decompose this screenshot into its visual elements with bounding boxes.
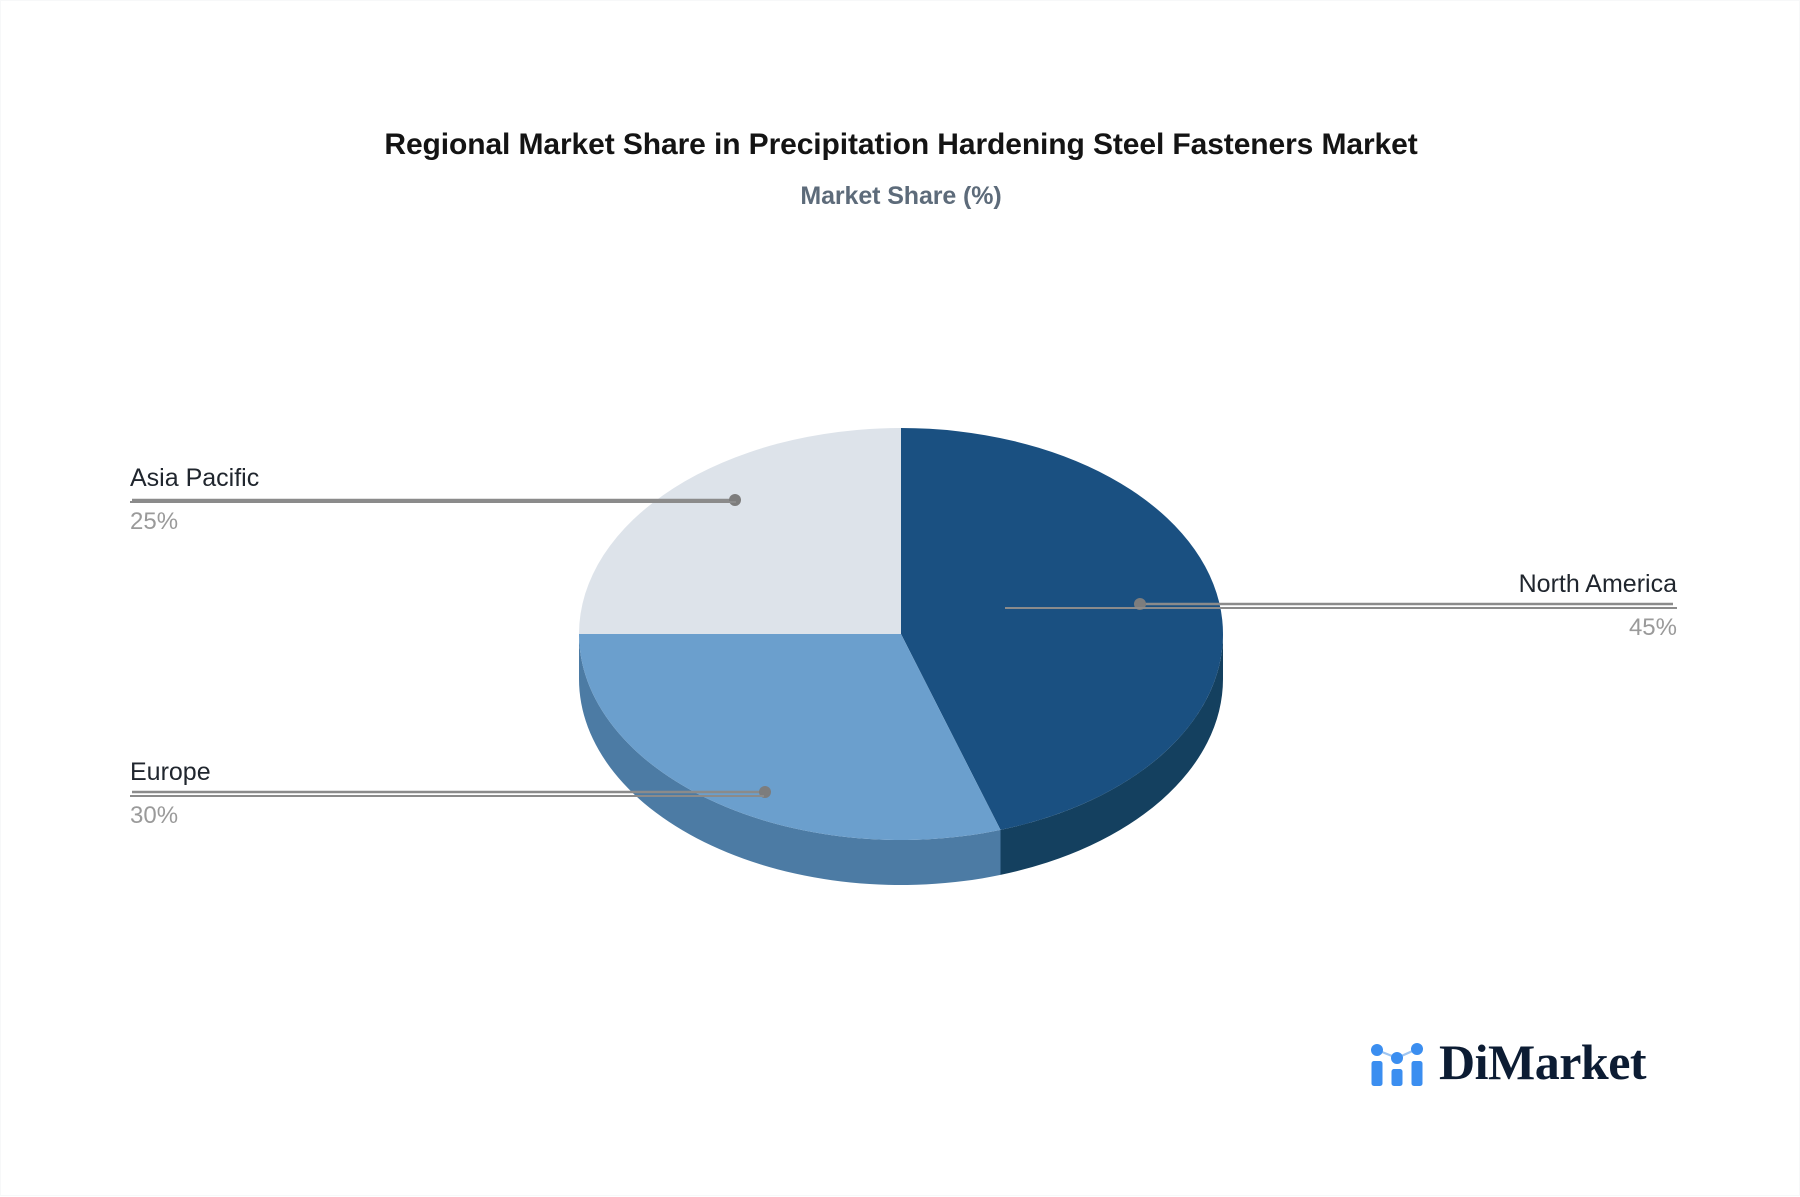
callout-label-north-america: North America — [1518, 570, 1677, 598]
callout-europe: Europe 30% — [130, 758, 764, 829]
dimarket-logo: DiMarket — [1369, 1034, 1647, 1090]
chart-title: Regional Market Share in Precipitation H… — [384, 128, 1418, 161]
callout-asia-pacific: Asia Pacific 25% — [130, 464, 736, 535]
callout-rule-asia-pacific — [130, 500, 736, 503]
callout-label-asia-pacific: Asia Pacific — [130, 464, 260, 492]
callout-value-north-america: 45% — [1628, 613, 1677, 641]
bar-chart-icon — [1371, 1043, 1423, 1086]
pie-leader-dots — [729, 494, 1146, 798]
callout-rule-north-america — [1005, 606, 1677, 609]
title-block: Regional Market Share in Precipitation H… — [1, 127, 1800, 211]
callout-label-europe: Europe — [130, 758, 211, 786]
callout-north-america: North America 45% — [1005, 570, 1677, 641]
pie-leader-lines — [132, 498, 1673, 794]
logo-text: DiMarket — [1439, 1034, 1647, 1090]
pie-slice-side-north-america — [1000, 634, 1223, 875]
chart-subtitle: Market Share (%) — [800, 182, 1002, 210]
callout-value-europe: 30% — [130, 801, 179, 829]
callout-rule-europe — [130, 794, 764, 797]
callout-value-asia-pacific: 25% — [130, 507, 179, 535]
